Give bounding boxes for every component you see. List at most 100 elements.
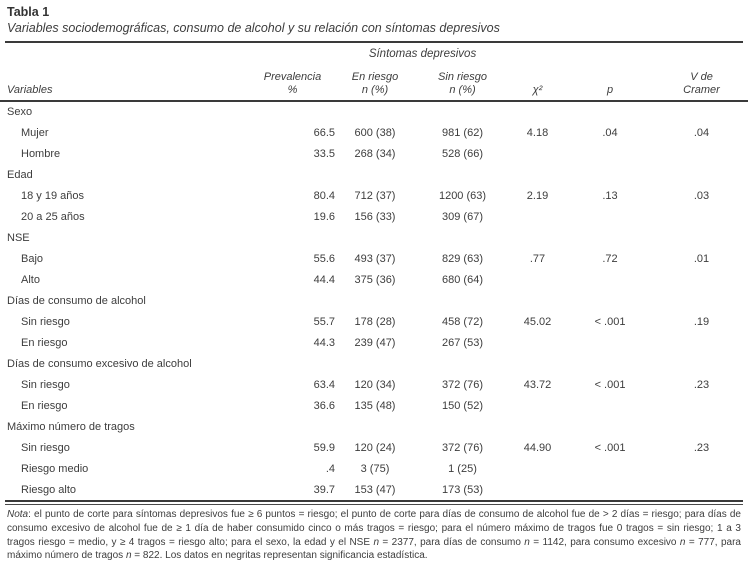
spanner-spacer — [655, 44, 748, 60]
p-cell — [565, 227, 655, 248]
chi2-cell — [510, 395, 565, 416]
prevalencia-cell: 39.7 — [313, 483, 335, 496]
en-riesgo-cell: 712 (37) — [354, 189, 396, 202]
sin-riesgo-cell: 1200 (63) — [438, 189, 487, 202]
table-row: Riesgo alto 39.7 153 (47) 173 (53) — [0, 479, 748, 500]
en-riesgo-cell — [335, 164, 415, 185]
sin-riesgo-cell — [415, 164, 510, 185]
sin-riesgo-cell: 680 (64) — [442, 273, 483, 286]
row-label-cell: Días de consumo excesivo de alcohol — [7, 357, 192, 370]
row-label-cell: En riesgo — [21, 399, 68, 412]
row-label-cell: Sin riesgo — [21, 315, 70, 328]
table-row: Riesgo medio .4 3 (75) 1 (25) — [0, 458, 748, 479]
sin-riesgo-cell: 981 (62) — [442, 126, 483, 139]
header-en-riesgo-line2: n (%) — [361, 84, 389, 96]
en-riesgo-cell: 600 (38) — [354, 126, 396, 139]
title-rule — [5, 41, 743, 43]
chi2-cell — [510, 353, 565, 374]
sin-riesgo-cell: 267 (53) — [442, 336, 483, 349]
p-cell — [565, 143, 655, 164]
v-cramer-cell: .23 — [693, 441, 710, 454]
en-riesgo-cell — [335, 416, 415, 437]
sin-riesgo-cell — [415, 227, 510, 248]
v-cramer-cell: .03 — [693, 189, 710, 202]
v-cramer-cell — [655, 164, 748, 185]
sin-riesgo-cell: 150 (52) — [442, 399, 483, 412]
header-en-riesgo: En riesgo n (%) — [335, 60, 415, 102]
chi2-cell — [510, 101, 565, 122]
table-row: Sexo — [0, 101, 748, 122]
chi2-cell — [510, 416, 565, 437]
v-cramer-cell — [655, 227, 748, 248]
prevalencia-cell: 59.9 — [313, 441, 335, 454]
note-segment: n — [125, 550, 132, 562]
en-riesgo-cell: 178 (28) — [354, 315, 396, 328]
chi2-cell — [510, 458, 565, 479]
row-label-cell: Mujer — [21, 126, 49, 139]
table-row: Hombre 33.5 268 (34) 528 (66) — [0, 143, 748, 164]
chi2-cell — [510, 269, 565, 290]
table-row: Mujer 66.5 600 (38) 981 (62) 4.18 .04 .04 — [0, 122, 748, 143]
v-cramer-cell — [655, 353, 748, 374]
v-cramer-cell: .19 — [693, 315, 710, 328]
en-riesgo-cell: 493 (37) — [354, 252, 396, 265]
row-label-cell: En riesgo — [21, 336, 68, 349]
prevalencia-cell: 55.6 — [313, 252, 335, 265]
prevalencia-cell — [250, 164, 335, 185]
chi2-cell: .77 — [529, 252, 546, 265]
note-segment: n — [524, 536, 530, 548]
en-riesgo-cell: 3 (75) — [360, 462, 390, 475]
chi2-cell: 43.72 — [523, 378, 552, 391]
en-riesgo-cell: 375 (36) — [354, 273, 396, 286]
prevalencia-cell: 80.4 — [313, 189, 335, 202]
p-cell: .72 — [602, 252, 618, 265]
v-cramer-cell — [655, 269, 748, 290]
p-cell — [565, 101, 655, 122]
sin-riesgo-cell — [415, 416, 510, 437]
table-row: 18 y 19 años 80.4 712 (37) 1200 (63) 2.19 .13… — [0, 185, 748, 206]
prevalencia-cell — [250, 227, 335, 248]
en-riesgo-cell — [335, 290, 415, 311]
p-cell — [565, 269, 655, 290]
en-riesgo-cell: 153 (47) — [354, 483, 396, 496]
chi2-cell — [510, 164, 565, 185]
table-row: Sin riesgo 55.7 178 (28) 458 (72) 45.02 < .00… — [0, 311, 748, 332]
prevalencia-cell — [250, 353, 335, 374]
data-table: Síntomas depresivos Variables Prevalenci… — [0, 44, 748, 500]
en-riesgo-cell — [335, 101, 415, 122]
p-cell — [565, 290, 655, 311]
p-cell: .04 — [602, 126, 618, 139]
p-cell: < .001 — [594, 378, 626, 391]
chi2-cell — [510, 227, 565, 248]
row-label-cell: 20 a 25 años — [21, 210, 85, 223]
sin-riesgo-cell — [415, 353, 510, 374]
p-cell — [565, 353, 655, 374]
prevalencia-cell — [250, 101, 335, 122]
p-cell — [565, 206, 655, 227]
table-row: NSE — [0, 227, 748, 248]
row-label-cell: Días de consumo de alcohol — [7, 294, 146, 307]
sin-riesgo-cell: 829 (63) — [442, 252, 483, 265]
table-row: Edad — [0, 164, 748, 185]
en-riesgo-cell: 156 (33) — [354, 210, 396, 223]
note-segment: = 1142, para consumo excesivo — [529, 536, 680, 548]
table-row: Máximo número de tragos — [0, 416, 748, 437]
row-label-cell: Alto — [21, 273, 40, 286]
sin-riesgo-cell — [415, 290, 510, 311]
chi2-cell — [510, 332, 565, 353]
spanner-row: Síntomas depresivos — [0, 44, 748, 60]
prevalencia-cell: 63.4 — [313, 378, 335, 391]
header-prevalencia: Prevalencia % — [250, 60, 335, 102]
chi2-cell: 2.19 — [526, 189, 549, 202]
row-label-cell: Máximo número de tragos — [7, 420, 135, 433]
chi2-cell: 4.18 — [526, 126, 549, 139]
prevalencia-cell — [250, 290, 335, 311]
v-cramer-cell: .23 — [693, 378, 710, 391]
table-row: Días de consumo de alcohol — [0, 290, 748, 311]
p-cell: < .001 — [594, 315, 626, 328]
header-p-value: p — [565, 60, 656, 102]
en-riesgo-cell: 239 (47) — [354, 336, 396, 349]
table-row: Sin riesgo 63.4 120 (34) 372 (76) 43.72 < .00… — [0, 374, 748, 395]
note-segment: n — [373, 536, 379, 548]
